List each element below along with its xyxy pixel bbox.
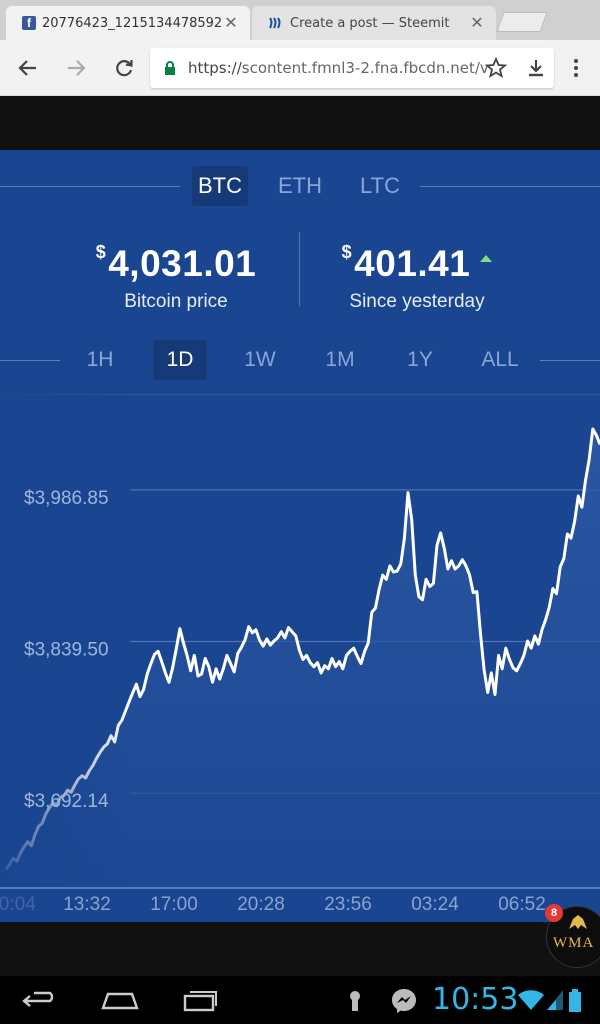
menu-button[interactable] xyxy=(562,54,590,82)
lock-icon xyxy=(165,61,175,75)
time-range-tabs: 1H 1D 1W 1M 1Y ALL xyxy=(0,340,600,384)
change-label: Since yesterday xyxy=(349,291,485,312)
back-nav-icon[interactable] xyxy=(22,986,58,1014)
crypto-price-panel: BTC ETH LTC $4,031.01 Bitcoin price $401… xyxy=(0,150,600,922)
tab-ltc[interactable]: LTC xyxy=(360,173,400,198)
browser-toolbar: https://scontent.fmnl3-2.fna.fbcdn.net/v xyxy=(0,40,600,96)
range-tab-1y[interactable]: 1Y xyxy=(407,348,433,371)
back-arrow-icon xyxy=(18,60,36,76)
bookmark-star-icon[interactable] xyxy=(484,56,508,80)
reload-icon xyxy=(116,60,133,77)
tab-divider-line xyxy=(0,186,180,187)
lion-logo-icon xyxy=(569,915,587,929)
wifi-icon xyxy=(518,990,544,1010)
messenger-icon xyxy=(392,989,416,1013)
browser-tab-facebook-image[interactable]: f 20776423_1215134478592 ✕ xyxy=(6,6,250,40)
download-icon[interactable] xyxy=(524,56,548,80)
steemit-icon xyxy=(269,17,281,29)
x-tick-label: 23:56 xyxy=(324,894,372,915)
y-tick-label: $3,839.50 xyxy=(24,640,109,661)
x-tick-label: 06:52 xyxy=(498,894,546,915)
forward-button[interactable] xyxy=(62,54,90,82)
facebook-icon: f xyxy=(22,16,36,30)
tab-eth[interactable]: ETH xyxy=(278,173,322,198)
notification-badge: 8 xyxy=(545,904,563,922)
tab-divider-line xyxy=(0,360,60,361)
url-scheme: https:// xyxy=(188,59,242,77)
signal-icon xyxy=(547,990,563,1010)
browser-tab-steemit[interactable]: Create a post — Steemit ✕ xyxy=(252,6,496,40)
price-value-row: $4,031.01 xyxy=(60,242,292,285)
x-tick-label: 10:04 xyxy=(0,894,36,915)
price-value: 4,031.01 xyxy=(108,243,257,284)
up-arrow-icon xyxy=(480,255,493,262)
currency-tabs: BTC ETH LTC xyxy=(0,158,600,206)
tab-title: 20776423_1215134478592 xyxy=(42,15,222,31)
url-host: scontent.fmnl3-2.fna.fbcdn.net/v xyxy=(241,59,488,77)
tab-divider-line xyxy=(540,360,600,361)
url-text[interactable]: https://scontent.fmnl3-2.fna.fbcdn.net/v xyxy=(188,59,488,77)
status-clock: 10:53 xyxy=(432,982,519,1017)
tab-divider-line xyxy=(420,186,600,187)
browser-tab-strip: f 20776423_1215134478592 ✕ Create a post… xyxy=(0,0,600,40)
address-bar[interactable]: https://scontent.fmnl3-2.fna.fbcdn.net/v xyxy=(150,48,554,88)
close-tab-icon[interactable]: ✕ xyxy=(470,15,484,32)
new-tab-button[interactable] xyxy=(496,12,548,32)
change-value-row: $401.41 xyxy=(300,242,534,285)
image-letterbox-top xyxy=(0,96,600,150)
keyhole-status-icon xyxy=(350,991,360,1011)
system-navigation-bar: 10:53 xyxy=(0,976,600,1024)
x-axis-ticks: 10:04 13:32 17:00 20:28 23:56 03:24 06:52 xyxy=(0,894,546,915)
tab-title: Create a post — Steemit xyxy=(290,15,450,31)
chart-left-fade xyxy=(0,394,130,894)
tab-btc[interactable]: BTC xyxy=(192,166,248,206)
price-stat: $4,031.01 Bitcoin price xyxy=(60,242,292,313)
home-nav-icon[interactable] xyxy=(100,986,140,1014)
currency-symbol: $ xyxy=(341,242,353,262)
back-button[interactable] xyxy=(14,54,42,82)
y-axis-ticks: $3,986.85 $3,839.50 $3,692.14 xyxy=(24,488,109,812)
battery-icon xyxy=(569,989,581,1012)
reload-button[interactable] xyxy=(110,54,138,82)
wma-logo-text: WMA xyxy=(553,935,595,951)
range-tab-1h[interactable]: 1H xyxy=(86,348,114,371)
range-tab-1m[interactable]: 1M xyxy=(325,348,355,371)
x-tick-label: 20:28 xyxy=(237,894,285,915)
close-tab-icon[interactable]: ✕ xyxy=(224,15,238,32)
more-vert-icon xyxy=(574,59,578,77)
x-tick-label: 17:00 xyxy=(150,894,198,915)
range-tab-all[interactable]: ALL xyxy=(481,348,519,371)
image-letterbox-bottom xyxy=(0,922,600,976)
change-stat: $401.41 Since yesterday xyxy=(300,242,534,313)
range-tab-1d[interactable]: 1D xyxy=(153,340,207,380)
y-tick-label: $3,986.85 xyxy=(24,488,109,509)
x-tick-label: 03:24 xyxy=(411,894,459,915)
x-tick-label: 13:32 xyxy=(63,894,111,915)
price-label: Bitcoin price xyxy=(124,291,228,312)
stat-divider xyxy=(299,232,300,306)
change-value: 401.41 xyxy=(354,243,471,284)
price-area-fill xyxy=(6,429,600,888)
currency-symbol: $ xyxy=(95,242,107,262)
forward-arrow-icon xyxy=(68,60,86,76)
y-tick-label: $3,692.14 xyxy=(24,791,109,812)
recent-apps-nav-icon[interactable] xyxy=(182,986,218,1014)
price-line-chart[interactable]: $3,986.85 $3,839.50 $3,692.14 10:04 13:32 17… xyxy=(0,394,600,922)
range-tab-1w[interactable]: 1W xyxy=(244,348,276,371)
wma-chat-head-avatar[interactable]: WMA xyxy=(546,906,600,968)
